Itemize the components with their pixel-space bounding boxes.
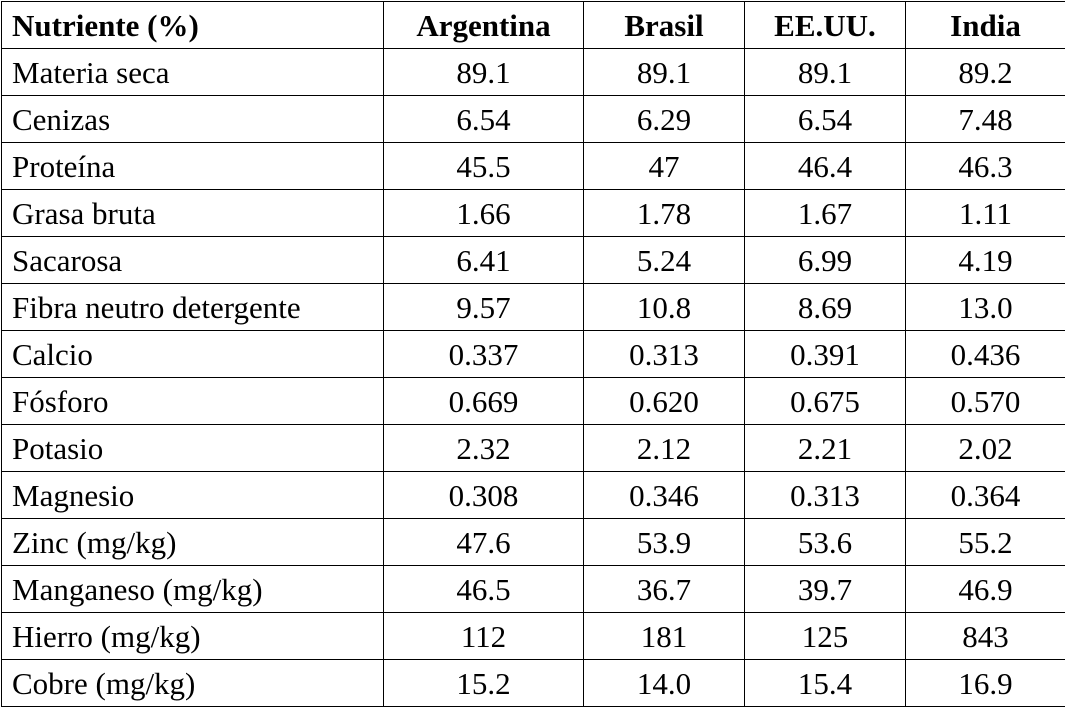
cell-value: 46.5 xyxy=(384,566,584,613)
cell-value: 36.7 xyxy=(584,566,745,613)
cell-value: 46.9 xyxy=(906,566,1065,613)
cell-value: 47 xyxy=(584,143,745,190)
cell-value: 0.313 xyxy=(745,472,906,519)
cell-value: 46.3 xyxy=(906,143,1065,190)
cell-value: 0.346 xyxy=(584,472,745,519)
cell-value: 89.2 xyxy=(906,49,1065,96)
row-label: Zinc (mg/kg) xyxy=(2,519,384,566)
row-label: Fósforo xyxy=(2,378,384,425)
row-label: Hierro (mg/kg) xyxy=(2,613,384,660)
cell-value: 1.78 xyxy=(584,190,745,237)
cell-value: 7.48 xyxy=(906,96,1065,143)
cell-value: 181 xyxy=(584,613,745,660)
cell-value: 14.0 xyxy=(584,660,745,707)
cell-value: 5.24 xyxy=(584,237,745,284)
cell-value: 0.675 xyxy=(745,378,906,425)
table-row: Zinc (mg/kg) 47.6 53.9 53.6 55.2 xyxy=(2,519,1065,566)
table-row: Calcio 0.337 0.313 0.391 0.436 xyxy=(2,331,1065,378)
header-india: India xyxy=(906,2,1065,49)
cell-value: 89.1 xyxy=(384,49,584,96)
row-label: Cobre (mg/kg) xyxy=(2,660,384,707)
cell-value: 16.9 xyxy=(906,660,1065,707)
cell-value: 2.02 xyxy=(906,425,1065,472)
cell-value: 2.21 xyxy=(745,425,906,472)
cell-value: 0.570 xyxy=(906,378,1065,425)
cell-value: 46.4 xyxy=(745,143,906,190)
row-label: Potasio xyxy=(2,425,384,472)
cell-value: 0.620 xyxy=(584,378,745,425)
cell-value: 15.2 xyxy=(384,660,584,707)
table-row: Hierro (mg/kg) 112 181 125 843 xyxy=(2,613,1065,660)
cell-value: 89.1 xyxy=(745,49,906,96)
table-row: Cenizas 6.54 6.29 6.54 7.48 xyxy=(2,96,1065,143)
cell-value: 1.11 xyxy=(906,190,1065,237)
cell-value: 0.337 xyxy=(384,331,584,378)
row-label: Manganeso (mg/kg) xyxy=(2,566,384,613)
cell-value: 0.669 xyxy=(384,378,584,425)
cell-value: 53.9 xyxy=(584,519,745,566)
cell-value: 125 xyxy=(745,613,906,660)
row-label: Sacarosa xyxy=(2,237,384,284)
cell-value: 39.7 xyxy=(745,566,906,613)
cell-value: 89.1 xyxy=(584,49,745,96)
header-nutrient: Nutriente (%) xyxy=(2,2,384,49)
row-label: Grasa bruta xyxy=(2,190,384,237)
nutrient-table: Nutriente (%) Argentina Brasil EE.UU. In… xyxy=(1,1,1065,707)
cell-value: 0.364 xyxy=(906,472,1065,519)
table-row: Fibra neutro detergente 9.57 10.8 8.69 1… xyxy=(2,284,1065,331)
table-row: Proteína 45.5 47 46.4 46.3 xyxy=(2,143,1065,190)
table-row: Sacarosa 6.41 5.24 6.99 4.19 xyxy=(2,237,1065,284)
table-row: Potasio 2.32 2.12 2.21 2.02 xyxy=(2,425,1065,472)
header-brasil: Brasil xyxy=(584,2,745,49)
table-row: Manganeso (mg/kg) 46.5 36.7 39.7 46.9 xyxy=(2,566,1065,613)
table-row: Grasa bruta 1.66 1.78 1.67 1.11 xyxy=(2,190,1065,237)
cell-value: 55.2 xyxy=(906,519,1065,566)
cell-value: 6.29 xyxy=(584,96,745,143)
cell-value: 112 xyxy=(384,613,584,660)
cell-value: 1.66 xyxy=(384,190,584,237)
table-row: Magnesio 0.308 0.346 0.313 0.364 xyxy=(2,472,1065,519)
cell-value: 45.5 xyxy=(384,143,584,190)
cell-value: 0.313 xyxy=(584,331,745,378)
cell-value: 2.32 xyxy=(384,425,584,472)
cell-value: 2.12 xyxy=(584,425,745,472)
cell-value: 0.436 xyxy=(906,331,1065,378)
row-label: Materia seca xyxy=(2,49,384,96)
cell-value: 0.391 xyxy=(745,331,906,378)
row-label: Proteína xyxy=(2,143,384,190)
cell-value: 0.308 xyxy=(384,472,584,519)
header-eeuu: EE.UU. xyxy=(745,2,906,49)
cell-value: 53.6 xyxy=(745,519,906,566)
header-argentina: Argentina xyxy=(384,2,584,49)
cell-value: 15.4 xyxy=(745,660,906,707)
cell-value: 843 xyxy=(906,613,1065,660)
cell-value: 6.54 xyxy=(745,96,906,143)
cell-value: 9.57 xyxy=(384,284,584,331)
table-row: Cobre (mg/kg) 15.2 14.0 15.4 16.9 xyxy=(2,660,1065,707)
cell-value: 1.67 xyxy=(745,190,906,237)
cell-value: 6.41 xyxy=(384,237,584,284)
row-label: Magnesio xyxy=(2,472,384,519)
cell-value: 8.69 xyxy=(745,284,906,331)
table-row: Materia seca 89.1 89.1 89.1 89.2 xyxy=(2,49,1065,96)
cell-value: 6.54 xyxy=(384,96,584,143)
row-label: Cenizas xyxy=(2,96,384,143)
row-label: Calcio xyxy=(2,331,384,378)
row-label: Fibra neutro detergente xyxy=(2,284,384,331)
cell-value: 13.0 xyxy=(906,284,1065,331)
cell-value: 6.99 xyxy=(745,237,906,284)
table-header-row: Nutriente (%) Argentina Brasil EE.UU. In… xyxy=(2,2,1065,49)
cell-value: 4.19 xyxy=(906,237,1065,284)
cell-value: 10.8 xyxy=(584,284,745,331)
table-row: Fósforo 0.669 0.620 0.675 0.570 xyxy=(2,378,1065,425)
cell-value: 47.6 xyxy=(384,519,584,566)
